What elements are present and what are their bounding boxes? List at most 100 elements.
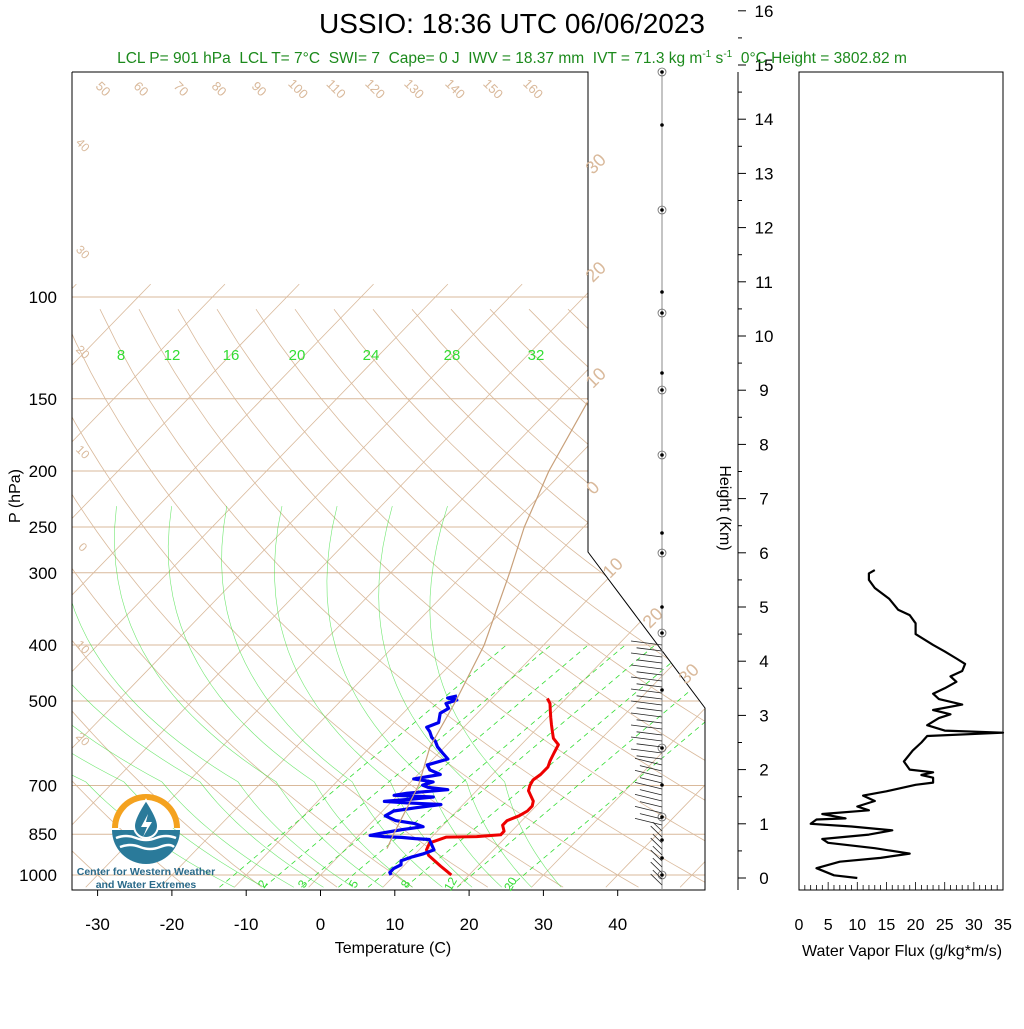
wind-barb	[630, 688, 663, 694]
wind-barb	[630, 676, 663, 682]
mixing-ratio-line	[338, 644, 626, 888]
dry-adiabat-line	[72, 309, 263, 888]
moist-adiabat-line	[378, 506, 532, 888]
wind-barb	[630, 640, 663, 646]
wind-barbs-column	[630, 67, 667, 890]
pressure-tick-label: 200	[29, 462, 57, 481]
flux-tick-label: 15	[878, 917, 896, 934]
moist-adiabat-line	[72, 506, 265, 888]
wind-barb	[636, 683, 663, 688]
dry-adiabat-line	[489, 308, 705, 888]
dry-adiabat-line	[138, 309, 705, 888]
isotherm-edge-label: 10	[73, 637, 93, 657]
pressure-tick-label: 500	[29, 692, 57, 711]
logo-text-line2: and Water Extremes	[95, 879, 197, 891]
isotherm-line	[72, 283, 300, 888]
mixing-ratio-label: 32	[528, 347, 545, 364]
dry-adiabat-line	[99, 309, 705, 888]
height-tick-label: 7	[759, 490, 768, 509]
temperature-tick-label: 40	[608, 915, 627, 934]
isotherm-line	[159, 283, 705, 888]
wind-level-dot	[660, 531, 664, 535]
pressure-tick-label: 700	[29, 776, 57, 795]
flux-tick-label: 5	[824, 917, 833, 934]
dry-adiabat-line	[606, 308, 705, 888]
wind-barb	[634, 770, 663, 778]
isotherm-line	[72, 283, 449, 888]
height-tick-label: 14	[755, 110, 774, 129]
height-tick-label: 12	[755, 219, 774, 238]
dry-adiabat-line	[528, 308, 705, 888]
wind-barb	[634, 794, 663, 802]
series-temperature-line	[425, 697, 560, 877]
diagnostics-line: LCL P= 901 hPa LCL T= 7°C SWI= 7 Cape= 0…	[0, 49, 1024, 68]
wind-barb	[634, 758, 663, 766]
dry-adiabat-line	[216, 308, 705, 888]
isotherm-edge-label: 0	[76, 540, 91, 555]
temperature-axis-label: Temperature (C)	[335, 940, 451, 957]
wind-level-dot	[660, 453, 664, 457]
temperature-tick-label: 30	[534, 915, 553, 934]
pressure-tick-label: 1000	[19, 866, 57, 885]
calm-wind-circle	[657, 450, 667, 460]
wind-barb	[650, 825, 663, 838]
wind-level-dot	[660, 123, 664, 127]
dry-adiabat-line	[72, 309, 564, 888]
mixing-ratio-bottom-label: 20	[501, 874, 520, 893]
dry-adiabat-line	[684, 308, 705, 888]
dry-adiabat-line	[177, 308, 705, 888]
temperature-tick-label: -20	[160, 915, 185, 934]
iwv-value: IWV = 18.37 mm	[468, 50, 585, 68]
pressure-tick-label: 850	[29, 825, 57, 844]
wind-level-dot	[660, 856, 664, 860]
isotherm-line	[308, 283, 705, 888]
pressure-tick-label: 100	[29, 288, 57, 307]
wind-level-dot	[660, 838, 664, 842]
pressure-tick-label: 400	[29, 636, 57, 655]
pressure-tick-label: 300	[29, 564, 57, 583]
wind-barb	[636, 743, 663, 748]
wind-level-dot	[660, 551, 664, 555]
series-dewpoint-line	[368, 694, 459, 876]
wind-barb	[652, 821, 663, 832]
isotherm-line	[234, 283, 705, 888]
isotherm-line	[605, 283, 705, 888]
isotherm-edge-label: 10	[582, 364, 610, 392]
height-tick-label: 11	[755, 273, 773, 292]
water-vapor-flux-panel: 0 5 10 15 20 25 30 35 Water Vapor Flux (g/kg*m/s…	[795, 71, 1012, 960]
height-tick-label: 15	[755, 56, 774, 75]
wind-barb	[650, 861, 663, 874]
flux-tick-label: 10	[848, 917, 866, 934]
cape-value: Cape= 0 J	[388, 50, 460, 68]
mixing-ratio-label: 16	[223, 347, 240, 364]
calm-wind-circle	[657, 385, 667, 395]
dry-adiabat-line	[333, 308, 705, 888]
temperature-tick-label: 10	[385, 915, 404, 934]
moist-adiabat-line	[221, 506, 443, 888]
isotherm-line	[72, 283, 374, 888]
isotherm-line	[0, 284, 2, 887]
wind-barb	[630, 652, 663, 658]
wind-barb	[630, 748, 663, 754]
adiabat-label: 110	[324, 76, 349, 101]
wind-barb	[630, 700, 663, 706]
dry-adiabat-line	[72, 309, 639, 888]
mixing-ratio-line	[219, 644, 507, 888]
isotherm-line	[72, 283, 226, 888]
wind-level-dot	[660, 631, 664, 635]
isotherm-line	[679, 283, 705, 888]
mixing-ratio-bottom-label: 5	[346, 877, 362, 890]
isotherm-edge-label: 40	[73, 135, 93, 155]
lcl-temperature: LCL T= 7°C	[239, 50, 321, 68]
lcl-pressure: LCL P= 901 hPa	[117, 50, 231, 68]
mixing-ratio-line	[263, 644, 552, 888]
isotherm-edge-label: 20	[73, 342, 93, 362]
moist-adiabat-line	[274, 506, 473, 888]
mixing-ratio-label: 24	[363, 347, 380, 364]
dry-adiabat-line	[411, 308, 705, 888]
wind-barb	[636, 731, 663, 736]
mixing-ratio-bottom-label: 2	[255, 877, 271, 890]
adiabat-label: 60	[131, 78, 152, 99]
